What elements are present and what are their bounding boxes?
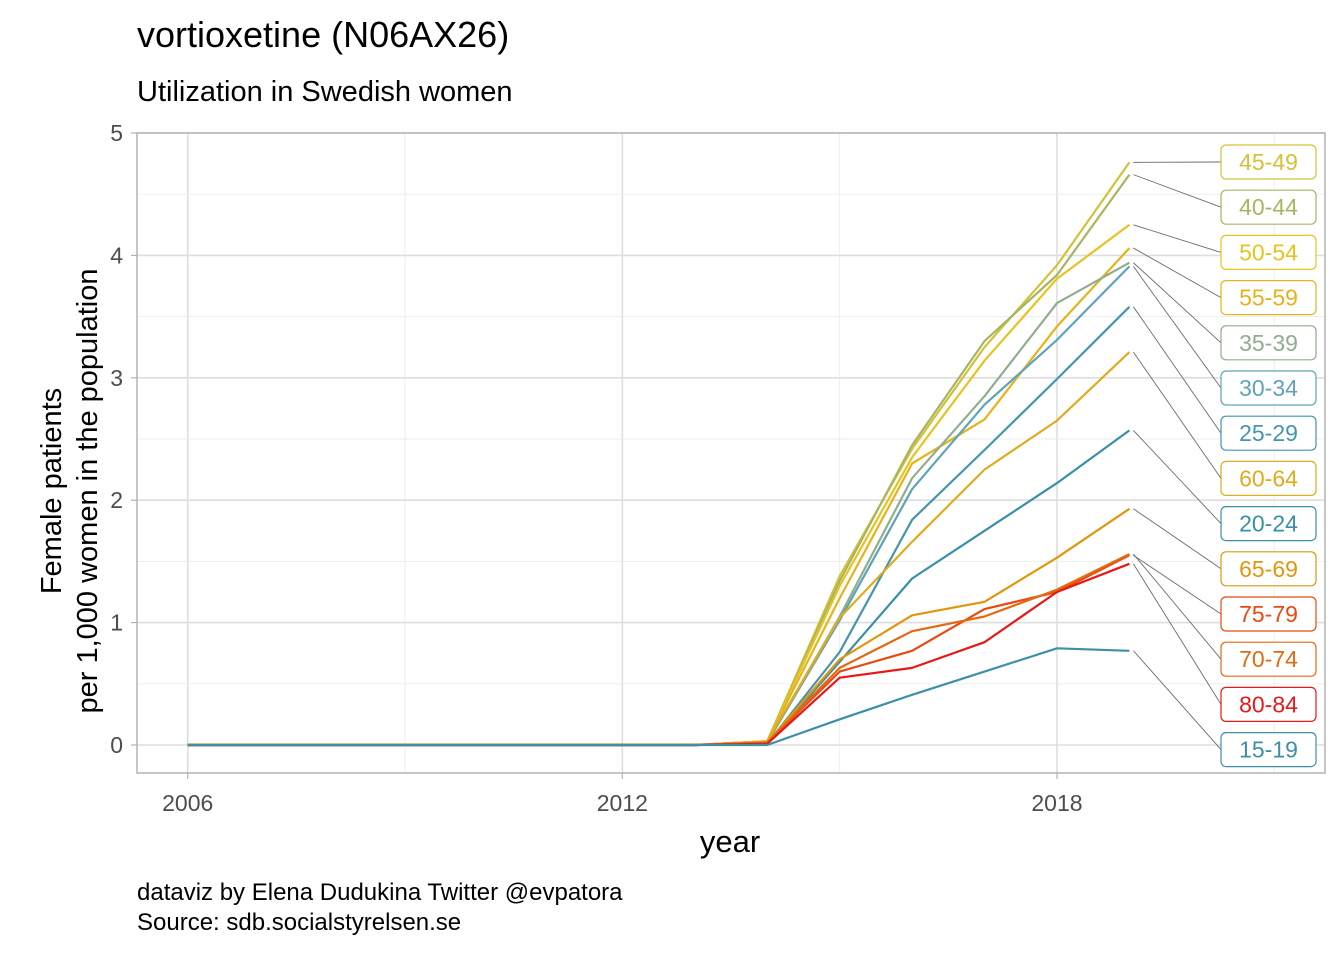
leader-line-25-29: [1133, 306, 1222, 434]
series-line-60-64: [187, 351, 1131, 747]
caption: dataviz by Elena Dudukina Twitter @evpat…: [137, 878, 623, 938]
series-label-60-64: 60-64: [1239, 465, 1298, 491]
series-label-box-15-19: [1220, 731, 1317, 768]
leader-line-30-34: [1133, 266, 1222, 389]
series-label-box-20-24: [1220, 506, 1317, 542]
series-label-box-35-39: [1220, 325, 1317, 361]
series-label-50-54: 50-54: [1239, 239, 1298, 265]
y-axis-ticks: 0 1 2 3 4 5: [110, 120, 137, 758]
series-label-box-45-49: [1220, 144, 1317, 180]
series-label-15-19: 15-19: [1239, 737, 1298, 763]
series-label-65-69: 65-69: [1239, 556, 1298, 582]
series-label-box-65-69: [1220, 551, 1317, 587]
series-line-35-39: [187, 261, 1130, 747]
y-tick-label: 5: [110, 120, 123, 146]
y-tick-label: 0: [110, 732, 123, 758]
chart-title: vortioxetine (N06AX26): [137, 14, 510, 55]
series-label-box-55-59: [1220, 280, 1317, 316]
series-line-45-49: [187, 161, 1131, 747]
series-label-40-44: 40-44: [1239, 194, 1298, 220]
series-label-70-74: 70-74: [1239, 646, 1298, 672]
leader-line-60-64: [1133, 351, 1222, 479]
leader-line-50-54: [1133, 224, 1222, 253]
leader-line-15-19: [1133, 650, 1222, 750]
series-line-70-74: [187, 553, 1130, 747]
series-label-box-25-29: [1220, 415, 1317, 451]
series-label-box-50-54: [1220, 234, 1317, 270]
series-label-box-80-84: [1220, 686, 1317, 723]
series-label-45-49: 45-49: [1239, 149, 1298, 175]
y-axis-label-line-1: Female patients: [36, 387, 68, 595]
x-tick-label: 2018: [1031, 790, 1082, 816]
leader-line-75-79: [1133, 554, 1222, 615]
series-line-80-84: [187, 562, 1130, 747]
leader-line-20-24: [1133, 430, 1222, 524]
x-tick-label: 2012: [597, 790, 648, 816]
series-label-box-70-74: [1220, 641, 1317, 677]
series-line-40-44: [187, 173, 1131, 747]
leader-line-80-84: [1133, 563, 1222, 705]
series-label-box-75-79: [1220, 596, 1317, 632]
series-label-30-34: 30-34: [1239, 375, 1298, 401]
leader-line-55-59: [1133, 247, 1222, 298]
x-axis-ticks: 2006 2012 2018: [162, 773, 1083, 816]
series-line-25-29: [187, 306, 1131, 747]
y-axis-label: Female patients per 1,000 women in the p…: [34, 141, 106, 841]
label-leader-lines: [1133, 161, 1222, 750]
series-label-80-84: 80-84: [1239, 691, 1298, 717]
series-label-box-40-44: [1220, 189, 1317, 225]
plot-panel: [136, 132, 1326, 774]
leader-line-40-44: [1133, 174, 1222, 208]
series-label-75-79: 75-79: [1239, 601, 1298, 627]
y-tick-label: 3: [110, 365, 123, 391]
leader-line-70-74: [1133, 553, 1222, 660]
series-line-65-69: [187, 507, 1131, 747]
series-label-35-39: 35-39: [1239, 330, 1298, 356]
x-tick-label: 2006: [162, 790, 213, 816]
series-label-55-59: 55-59: [1239, 285, 1298, 311]
y-tick-label: 1: [110, 610, 123, 636]
y-tick-label: 4: [110, 242, 123, 268]
series-line-75-79: [187, 554, 1130, 747]
series-label-box-30-34: [1220, 370, 1317, 406]
series-lines: [187, 161, 1131, 747]
caption-credit: dataviz by Elena Dudukina Twitter @evpat…: [137, 879, 623, 906]
y-tick-label: 2: [110, 487, 123, 513]
y-axis-label-line-2: per 1,000 women in the population: [72, 268, 104, 714]
x-axis-label: year: [699, 824, 761, 859]
series-line-50-54: [187, 223, 1131, 747]
series-line-15-19: [187, 647, 1130, 747]
series-label-25-29: 25-29: [1239, 420, 1298, 446]
chart-subtitle: Utilization in Swedish women: [137, 76, 513, 108]
series-label-box-60-64: [1220, 460, 1317, 496]
leader-line-35-39: [1133, 262, 1222, 344]
caption-source: Source: sdb.socialstyrelsen.se: [137, 909, 462, 936]
series-line-20-24: [187, 429, 1131, 747]
leader-line-65-69: [1133, 508, 1222, 570]
series-label-20-24: 20-24: [1239, 511, 1298, 537]
series-labels: 45-49 40-44 50-54 55-59 35-39 30-34 25-29 60-64…: [1220, 144, 1317, 768]
